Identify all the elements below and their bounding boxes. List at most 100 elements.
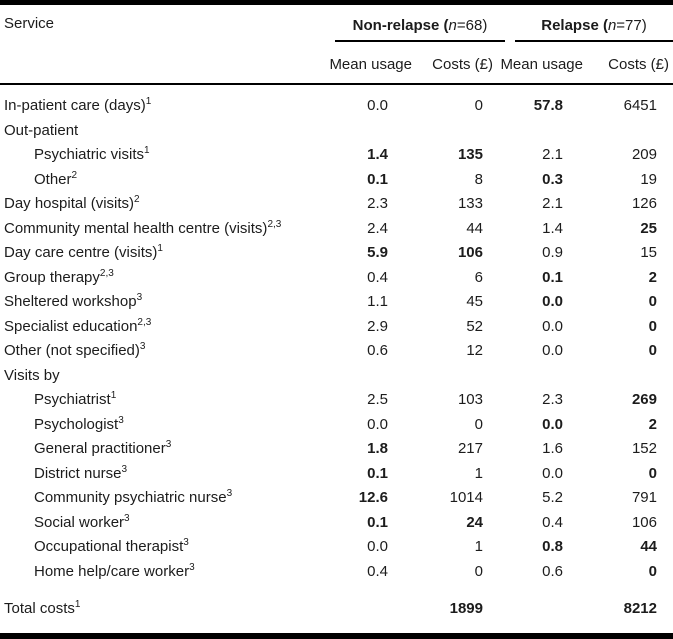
value-cell: 126 [631, 195, 657, 212]
value-cell: 2.3 [542, 391, 563, 408]
table-row: Day hospital (visits)2 2.3 133 2.1 126 [4, 192, 669, 217]
service-label: Home help/care worker3 [34, 561, 195, 580]
value-cell: 106 [457, 244, 483, 261]
value-cell: 2 [648, 415, 657, 433]
value-cell: 0.0 [542, 342, 563, 359]
value-cell: 45 [466, 293, 483, 310]
value-cell: 6 [474, 268, 483, 286]
total-label: Total costs1 [4, 599, 81, 618]
service-label: Day hospital (visits)2 [4, 194, 140, 213]
value-cell: 12 [466, 342, 483, 359]
value-cell: 1.4 [542, 219, 563, 237]
value-cell: 0.4 [367, 562, 388, 580]
service-label: Sheltered workshop3 [4, 292, 143, 311]
section-row: Visits by [4, 364, 669, 389]
value-cell: 0.0 [367, 97, 388, 114]
table-row: Community psychiatric nurse3 12.6 1014 5… [4, 486, 669, 511]
value-cell: 0.4 [542, 513, 563, 531]
value-cell: 0 [474, 97, 483, 114]
value-cell: 0.4 [367, 268, 388, 286]
service-label: Community psychiatric nurse3 [34, 488, 233, 507]
group-header-non-relapse: Non-relapse (n=68) [335, 17, 505, 42]
value-cell: 0 [648, 293, 657, 310]
section-label: Visits by [4, 366, 60, 384]
value-cell: 2.5 [367, 391, 388, 408]
value-cell: 1.1 [367, 293, 388, 310]
table-top-border [0, 0, 673, 5]
value-cell: 0 [648, 464, 657, 482]
table-row: Other (not specified)3 0.6 12 0.0 0 [4, 339, 669, 364]
column-header-service: Service [4, 15, 55, 32]
service-label: Psychologist3 [34, 414, 124, 433]
value-cell: 8 [474, 170, 483, 188]
table-row: Other2 0.1 8 0.3 19 [4, 168, 669, 193]
value-cell: 0.1 [367, 464, 388, 482]
service-label: Day care centre (visits)1 [4, 243, 163, 262]
table-row: Social worker3 0.1 24 0.4 106 [4, 511, 669, 536]
section-row: Out-patient [4, 119, 669, 144]
table-row: Group therapy2,3 0.4 6 0.1 2 [4, 266, 669, 291]
column-header-costs-relapse: Costs (£) [608, 56, 669, 73]
service-label: Other2 [34, 169, 78, 188]
value-cell: 8212 [623, 600, 657, 617]
column-header-mean-usage-nonrelapse: Mean usage [329, 56, 412, 73]
value-cell: 0.0 [542, 415, 563, 433]
value-cell: 25 [640, 219, 657, 237]
value-cell: 269 [631, 391, 657, 408]
table-header-groups: Service Non-relapse (n=68) Relapse (n=77… [4, 5, 673, 42]
value-cell: 1 [474, 464, 483, 482]
value-cell: 1899 [449, 600, 483, 617]
table-bottom-border [0, 633, 673, 639]
value-cell: 2.4 [367, 219, 388, 237]
table-row: In-patient care (days)1 0.0 0 57.8 6451 [4, 94, 669, 119]
table-row: Occupational therapist3 0.0 1 0.8 44 [4, 535, 669, 560]
service-label: Group therapy2,3 [4, 267, 114, 286]
table-row: Sheltered workshop3 1.1 45 0.0 0 [4, 290, 669, 315]
value-cell: 2.9 [367, 317, 388, 335]
total-row: Total costs1 1899 8212 [4, 597, 669, 622]
value-cell: 103 [457, 391, 483, 408]
value-cell: 24 [466, 513, 483, 531]
value-cell: 12.6 [358, 489, 388, 506]
value-cell: 791 [631, 489, 657, 506]
value-cell: 0.8 [542, 538, 563, 555]
value-cell: 0.1 [367, 170, 388, 188]
table-row: Community mental health centre (visits)2… [4, 217, 669, 242]
service-label: In-patient care (days)1 [4, 96, 152, 115]
value-cell: 0.0 [367, 415, 388, 433]
table-row: General practitioner3 1.8 217 1.6 152 [4, 437, 669, 462]
table-row: Psychiatric visits1 1.4 135 2.1 209 [4, 143, 669, 168]
value-cell: 2 [648, 268, 657, 286]
service-label: Occupational therapist3 [34, 537, 189, 556]
table-header-columns: Mean usage Costs (£) Mean usage Costs (£… [4, 42, 669, 83]
value-cell: 0.0 [542, 293, 563, 310]
value-cell: 135 [457, 146, 483, 163]
value-cell: 44 [466, 219, 483, 237]
value-cell: 133 [457, 195, 483, 212]
value-cell: 0 [474, 415, 483, 433]
value-cell: 2.1 [542, 195, 563, 212]
value-cell: 1 [474, 538, 483, 555]
value-cell: 0.0 [542, 464, 563, 482]
value-cell: 0 [648, 562, 657, 580]
table-row: Specialist education2,3 2.9 52 0.0 0 [4, 315, 669, 340]
table-row: Home help/care worker3 0.4 0 0.6 0 [4, 560, 669, 585]
value-cell: 2.3 [367, 195, 388, 212]
header-divider [0, 83, 673, 85]
value-cell: 44 [640, 538, 657, 555]
service-label: Specialist education2,3 [4, 316, 152, 335]
value-cell: 6451 [623, 97, 657, 114]
column-header-mean-usage-relapse: Mean usage [500, 56, 583, 73]
service-label: Psychiatrist1 [34, 390, 117, 409]
value-cell: 19 [640, 170, 657, 188]
value-cell [341, 597, 421, 622]
group-header-relapse: Relapse (n=77) [515, 17, 673, 42]
column-header-costs-nonrelapse: Costs (£) [432, 56, 493, 73]
value-cell: 0.6 [367, 342, 388, 359]
value-cell: 0 [474, 562, 483, 580]
value-cell: 0.6 [542, 562, 563, 580]
service-label: Social worker3 [34, 512, 130, 531]
value-cell: 0.9 [542, 244, 563, 261]
table-body: In-patient care (days)1 0.0 0 57.8 6451 … [4, 85, 669, 584]
service-label: Psychiatric visits1 [34, 145, 150, 164]
